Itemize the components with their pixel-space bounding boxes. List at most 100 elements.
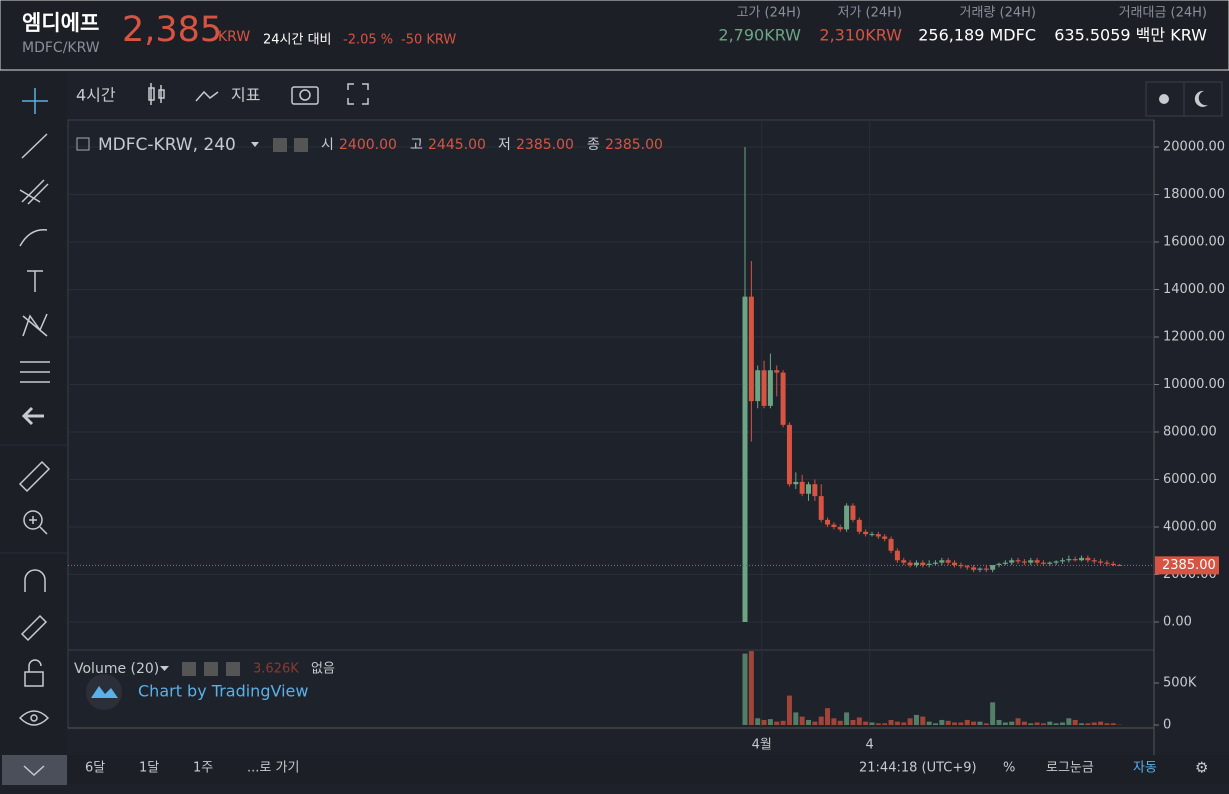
fullscreen-button[interactable] [347,83,369,105]
volume-bar [786,695,792,725]
collapse-legend[interactable] [76,137,90,151]
price-unit: KRW [218,29,250,45]
y-tick-label: 6000.00 [1163,472,1217,487]
volume-eye[interactable] [182,662,196,676]
candle-body [996,563,1002,565]
volume-settings[interactable] [204,662,218,676]
volume-bar [990,702,996,725]
volume-bar [933,723,938,725]
volume-bar [856,717,862,725]
volume-bar [875,723,881,725]
volume-bar [818,716,824,725]
legend-settings[interactable] [294,138,308,152]
watermark[interactable]: Chart by TradingView [138,682,308,701]
volume-bar [844,712,850,725]
candle-body [818,496,824,520]
candle-type-button[interactable] [148,83,165,105]
candle-body [831,524,837,527]
volume-bar [1021,721,1027,725]
candle-body [926,563,932,565]
candle-body [1060,560,1065,562]
range-button[interactable]: 1달 [139,761,159,776]
candle-body [869,534,875,536]
volume-bar [1104,723,1110,725]
candle-body [755,370,761,402]
volume-bar [913,714,919,725]
stat-label: 거래량 (24H) [960,6,1036,21]
candle-body [920,562,926,565]
stat-value: 256,189 MDFC [918,26,1036,45]
volume-pane [67,649,1155,729]
dropdown[interactable] [251,142,259,147]
volume-bar [761,719,767,725]
dropdown[interactable] [160,666,169,671]
volume-bar [945,720,951,725]
symbol: MDFC-KRW, 240 [98,135,236,155]
volume-bar [780,720,786,725]
collapse-button[interactable] [2,755,67,785]
volume-extra: 없음 [311,662,335,677]
candle-body [863,531,869,535]
y-tick-label: 4000.00 [1163,520,1217,535]
sun-icon [1159,94,1169,104]
candle-body [964,566,970,568]
volume-tick-label: 0 [1163,718,1171,733]
volume-bar [748,651,754,725]
legend-eye[interactable] [273,138,287,152]
volume-bar [920,716,926,725]
drawing-tools[interactable] [18,88,51,726]
volume-bar [971,721,977,725]
volume-bar [952,722,958,725]
percent-toggle[interactable]: % [1003,761,1015,776]
candle-body [837,527,843,530]
ohlc-label: 저 [498,137,511,153]
volume-current: 3.626K [253,662,299,677]
candle-body [939,560,945,563]
coin-name: 엠디에프 [22,11,99,35]
indicators-button[interactable]: 지표 [231,86,260,105]
range-button[interactable]: 6달 [85,761,105,776]
candle-body [844,505,850,530]
volume-bar [755,718,761,725]
stat-label: 저가 (24H) [837,6,902,21]
volume-bar [1085,723,1091,725]
ohlc-value: 2385.00 [605,137,663,153]
volume-bar [958,722,964,725]
volume-bar [983,723,989,725]
volume-bar [1009,721,1015,725]
candle-body [952,562,958,565]
auto-toggle[interactable]: 자동 [1133,761,1157,776]
volume-remove[interactable] [226,662,240,676]
pair: MDFC/KRW [22,40,100,56]
header [0,0,1229,71]
candle-body [748,296,754,402]
indicator-icon[interactable] [195,90,219,102]
volume-bar [1040,723,1046,725]
stat-label: 고가 (24H) [736,6,801,21]
candle-body [1072,559,1078,561]
candle-body [1040,562,1046,564]
interval-button[interactable]: 4시간 [76,86,116,105]
volume-bar [742,653,748,725]
candle-body [894,550,900,561]
goto-button[interactable]: ...로 가기 [247,761,299,776]
candle-body [875,534,881,537]
settings-button[interactable]: ⚙ [1195,759,1208,777]
volume-bar [869,722,875,725]
candle-body [1085,557,1091,561]
screenshot-button[interactable] [291,86,319,105]
ohlc-value: 2385.00 [516,137,574,153]
volume-bar [1079,723,1085,725]
log-toggle[interactable]: 로그눈금 [1046,761,1094,776]
volume-bar [863,721,869,725]
candle-body [888,538,894,551]
y-tick-label: 16000.00 [1163,235,1225,250]
dark-theme-button[interactable] [1183,81,1223,117]
candle-body [761,370,767,406]
volume-bar [1110,723,1116,725]
candle-body [913,562,919,565]
range-button[interactable]: 1주 [193,761,213,776]
volume-bar [939,719,945,725]
volume-bar [850,719,856,725]
